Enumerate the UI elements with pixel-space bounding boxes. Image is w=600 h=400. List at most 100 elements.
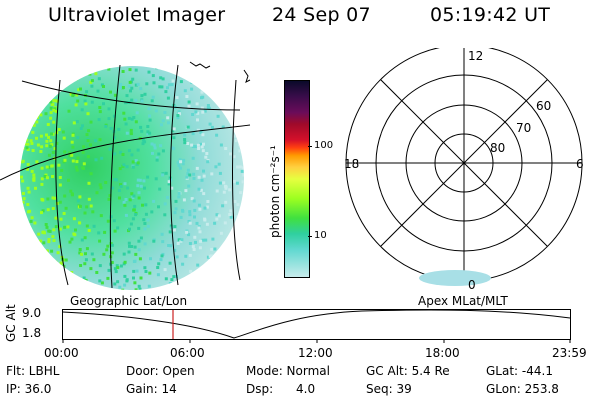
image-pixel — [117, 127, 121, 131]
image-pixel — [170, 278, 174, 282]
image-pixel — [201, 110, 205, 114]
image-pixel — [97, 77, 101, 81]
image-pixel — [98, 183, 102, 187]
colorbar-tick-100 — [308, 146, 312, 147]
image-pixel — [191, 71, 195, 75]
image-pixel — [114, 270, 118, 274]
image-pixel — [84, 252, 87, 256]
image-pixel — [72, 121, 76, 125]
image-pixel — [134, 83, 138, 87]
image-pixel — [132, 208, 136, 212]
image-pixel — [191, 113, 195, 116]
image-pixel — [24, 142, 28, 146]
image-pixel — [238, 101, 241, 105]
image-pixel — [24, 103, 28, 107]
image-pixel — [75, 93, 79, 97]
image-pixel — [163, 268, 167, 272]
image-pixel — [179, 160, 183, 164]
image-pixel — [200, 106, 204, 110]
image-pixel — [238, 84, 242, 88]
image-pixel — [233, 269, 236, 273]
image-pixel — [142, 179, 146, 183]
image-pixel — [245, 116, 248, 119]
image-pixel — [146, 132, 150, 136]
image-pixel — [139, 125, 143, 129]
image-pixel — [167, 182, 171, 186]
image-pixel — [138, 178, 142, 182]
image-pixel — [64, 206, 68, 210]
image-pixel — [206, 255, 210, 259]
image-pixel — [205, 222, 209, 226]
image-pixel — [36, 67, 40, 71]
image-pixel — [112, 219, 116, 223]
image-pixel — [63, 225, 67, 229]
image-pixel — [203, 109, 207, 113]
image-pixel — [87, 197, 91, 201]
image-pixel — [228, 188, 232, 192]
image-pixel — [61, 279, 64, 283]
status-gain: Gain: 14 — [126, 382, 177, 396]
image-pixel — [66, 225, 70, 229]
image-pixel — [130, 192, 134, 196]
image-pixel — [184, 189, 188, 193]
image-pixel — [67, 109, 71, 113]
image-pixel — [160, 85, 164, 89]
image-pixel — [90, 252, 94, 256]
image-pixel — [143, 266, 147, 270]
image-pixel — [209, 280, 213, 284]
image-pixel — [130, 245, 134, 248]
image-pixel — [187, 100, 191, 104]
image-pixel — [183, 141, 187, 145]
image-pixel — [26, 163, 30, 166]
image-pixel — [234, 268, 238, 272]
image-pixel — [35, 96, 39, 100]
image-pixel — [161, 119, 165, 123]
image-pixel — [20, 175, 23, 179]
image-pixel — [237, 122, 240, 126]
image-pixel — [98, 264, 102, 268]
image-pixel — [197, 203, 201, 207]
image-pixel — [206, 200, 210, 203]
image-pixel — [80, 238, 84, 242]
image-pixel — [110, 251, 114, 255]
image-pixel — [54, 216, 58, 220]
mlt-label-18: 18 — [344, 157, 359, 171]
status-ip: IP: 36.0 — [6, 382, 52, 396]
image-pixel — [43, 175, 47, 178]
image-pixel — [234, 139, 238, 143]
image-pixel — [240, 148, 244, 152]
image-pixel — [49, 139, 53, 143]
image-pixel — [164, 171, 168, 175]
image-pixel — [242, 233, 244, 237]
image-pixel — [30, 169, 34, 173]
image-pixel — [78, 221, 82, 225]
image-pixel — [188, 242, 192, 245]
image-pixel — [157, 152, 161, 156]
image-pixel — [159, 76, 163, 80]
image-pixel — [196, 143, 200, 147]
image-pixel — [76, 199, 80, 203]
image-pixel — [84, 102, 88, 106]
image-pixel — [46, 197, 50, 201]
image-pixel — [176, 116, 180, 120]
image-pixel — [74, 103, 78, 107]
image-pixel — [24, 107, 28, 111]
image-pixel — [63, 150, 67, 154]
image-pixel — [134, 159, 138, 163]
image-pixel — [21, 179, 25, 183]
image-pixel — [70, 237, 74, 241]
image-pixel — [74, 165, 78, 169]
image-pixel — [211, 237, 215, 241]
image-pixel — [136, 178, 140, 182]
image-pixel — [105, 248, 109, 252]
image-pixel — [224, 200, 228, 204]
image-pixel — [177, 238, 181, 242]
image-pixel — [23, 239, 27, 243]
image-pixel — [132, 269, 136, 273]
image-pixel — [119, 183, 122, 187]
image-pixel — [123, 283, 127, 287]
image-pixel — [131, 77, 135, 81]
image-pixel — [183, 138, 187, 141]
image-pixel — [122, 111, 126, 115]
image-pixel — [190, 197, 194, 201]
